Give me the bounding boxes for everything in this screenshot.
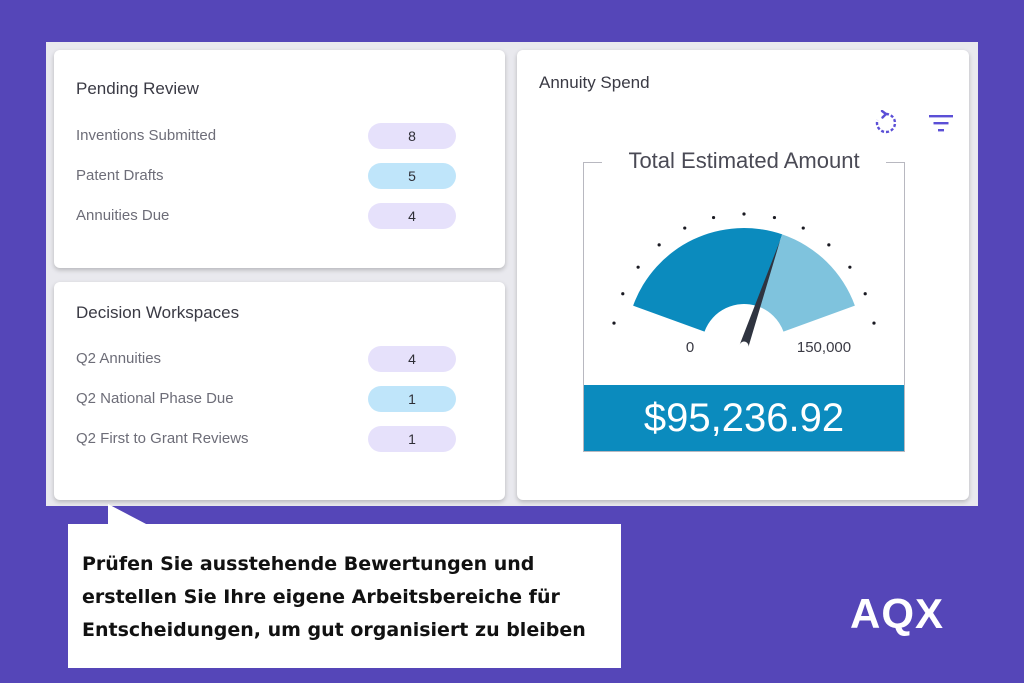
caption-box: Prüfen Sie ausstehende Bewertungen und e…: [68, 524, 621, 668]
gauge-tick: [657, 243, 661, 247]
pending-review-title: Pending Review: [76, 79, 199, 98]
aqx-logo: AQX: [850, 590, 945, 637]
gauge-arc-remaining: [757, 234, 855, 332]
gauge-max-label: 150,000: [797, 339, 851, 356]
row-label: Annuities Due: [76, 207, 170, 224]
count-badge[interactable]: 1: [368, 386, 456, 412]
gauge-tick: [636, 265, 640, 269]
gauge-tick: [872, 321, 876, 325]
decision-workspaces-card: Decision Workspaces Q2 Annuities 4 Q2 Na…: [54, 282, 505, 500]
row-label: Patent Drafts: [76, 167, 164, 184]
workspace-row-q2-national-phase[interactable]: Q2 National Phase Due 1: [76, 386, 456, 412]
annuity-spend-card: Annuity Spend Total Estimated Amount: [517, 50, 969, 500]
workspace-row-q2-first-to-grant[interactable]: Q2 First to Grant Reviews 1: [76, 426, 456, 452]
count-badge[interactable]: 4: [368, 346, 456, 372]
gauge-tick: [742, 212, 746, 216]
pending-review-row-annuities-due[interactable]: Annuities Due 4: [76, 203, 456, 229]
gauge-legend: Total Estimated Amount: [628, 148, 860, 173]
gauge-tick: [772, 215, 777, 220]
pending-review-card: Pending Review Inventions Submitted 8 Pa…: [54, 50, 505, 268]
gauge-needle: [739, 240, 781, 348]
gauge-min-label: 0: [686, 339, 694, 356]
filter-icon[interactable]: [927, 111, 955, 140]
gauge-tick: [621, 292, 625, 296]
gauge-tick: [711, 215, 716, 220]
pending-review-row-inventions[interactable]: Inventions Submitted 8: [76, 123, 456, 149]
gauge-tick: [683, 226, 687, 230]
count-badge[interactable]: 4: [368, 203, 456, 229]
row-label: Q2 Annuities: [76, 350, 162, 367]
caption-text: Prüfen Sie ausstehende Bewertungen und e…: [82, 553, 586, 641]
annuity-spend-title: Annuity Spend: [539, 73, 650, 92]
gauge-total-amount: $95,236.92: [584, 385, 904, 451]
gauge-tick: [848, 265, 852, 269]
gauge-tick: [827, 243, 831, 247]
refresh-icon[interactable]: [873, 109, 899, 141]
gauge-tick: [863, 292, 867, 296]
decision-workspaces-title: Decision Workspaces: [76, 303, 240, 322]
gauge-arc-filled: [633, 228, 783, 332]
gauge-tick: [801, 226, 805, 230]
count-badge[interactable]: 8: [368, 123, 456, 149]
dashboard-frame: Pending Review Inventions Submitted 8 Pa…: [46, 42, 978, 506]
pending-review-row-patent-drafts[interactable]: Patent Drafts 5: [76, 163, 456, 189]
workspace-row-q2-annuities[interactable]: Q2 Annuities 4: [76, 346, 456, 372]
count-badge[interactable]: 5: [368, 163, 456, 189]
count-badge[interactable]: 1: [368, 426, 456, 452]
row-label: Q2 National Phase Due: [76, 390, 234, 407]
gauge-panel: Total Estimated Amount 0 150,000 $95,236…: [583, 148, 905, 452]
row-label: Q2 First to Grant Reviews: [76, 430, 249, 447]
gauge-tick: [612, 321, 616, 325]
gauge-chart: 0 150,000: [612, 212, 876, 356]
row-label: Inventions Submitted: [76, 127, 217, 144]
caption-pointer: [108, 504, 148, 525]
